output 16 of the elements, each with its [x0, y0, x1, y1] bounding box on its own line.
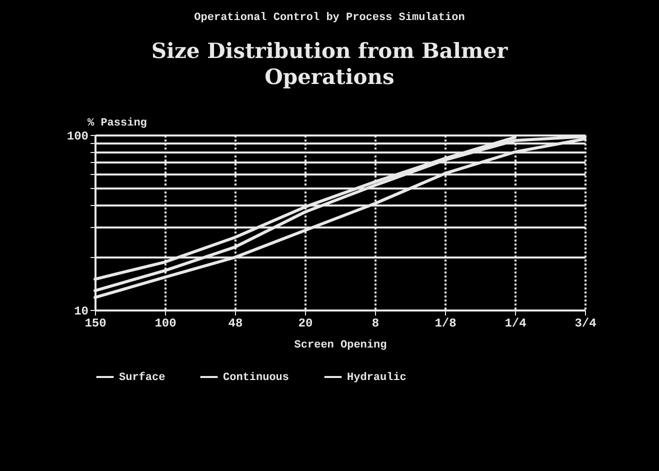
x-tick-label: 48: [228, 316, 243, 330]
x-tick-label: 20: [298, 316, 313, 330]
y-axis-title: % Passing: [88, 118, 147, 130]
x-tick-label: 1/8: [434, 316, 456, 330]
legend-label: Hydraulic: [347, 372, 406, 384]
chart-title: Size Distribution from Balmer Operations: [150, 38, 509, 90]
x-axis-title: Screen Opening: [294, 340, 387, 352]
legend-label: Surface: [119, 371, 166, 384]
y-tick-label: 10: [74, 304, 88, 318]
x-tick-label: 1/4: [504, 316, 526, 330]
x-tick-label: 3/4: [574, 316, 596, 330]
legend-label: Continuous: [223, 372, 290, 384]
text: Operational Control by Process Simulation: [193, 11, 466, 24]
x-tick-label: 100: [154, 316, 176, 330]
x-tick-label: 150: [84, 316, 106, 330]
x-tick-label: 8: [372, 316, 380, 330]
